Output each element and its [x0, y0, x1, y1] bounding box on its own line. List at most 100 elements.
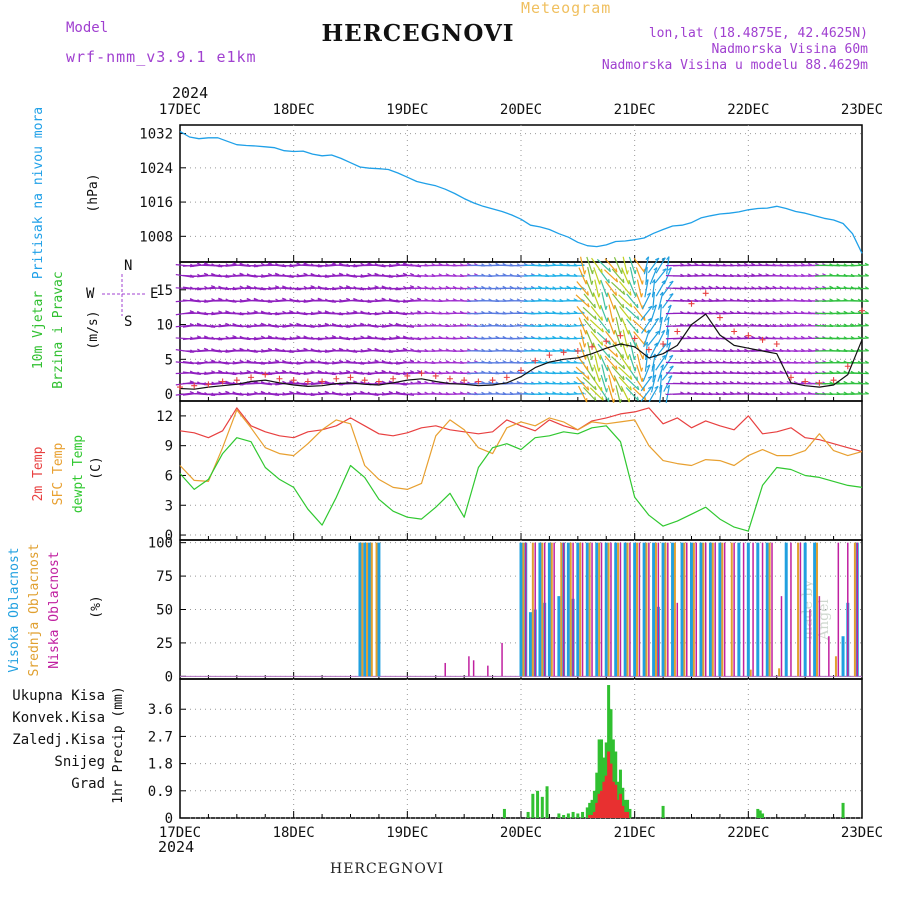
low-cloud-bar [733, 542, 735, 677]
high-cloud-bar [642, 542, 646, 677]
cloud-y-tick-label: 0 [165, 669, 173, 685]
wind-arrow-head [246, 297, 251, 301]
wind-gust-marker [589, 343, 596, 350]
wind-arrow [651, 353, 656, 372]
low-cloud-bar [761, 542, 764, 677]
low-cloud-bar [472, 660, 475, 677]
wind-arrow [648, 385, 659, 403]
wind-gust-marker [674, 328, 681, 335]
convective-precip-bar [626, 811, 630, 818]
total-precip-bar [562, 814, 566, 818]
wind-arrow-head [666, 316, 670, 321]
wind-arrow [659, 304, 662, 323]
wind-arrow [583, 293, 596, 309]
wind-arrow-head [857, 391, 862, 395]
wind-arrow-head [850, 391, 855, 395]
wind-arrow-head [310, 285, 315, 288]
low-cloud-bar [629, 542, 631, 677]
wind-arrow [659, 385, 663, 404]
wind-arrow [636, 353, 643, 372]
wind-arrow-head [619, 398, 622, 403]
wind-arrow-head [573, 380, 578, 384]
wind-gust-marker [660, 341, 667, 348]
low-cloud-bar [771, 542, 773, 677]
low-cloud-bar [534, 542, 536, 677]
wind-arrow-head [641, 280, 644, 285]
wind-arrow-head [637, 385, 640, 391]
wind-arrow [622, 256, 628, 275]
wind-arrow-head [584, 355, 587, 360]
wind-arrow-head [807, 262, 813, 266]
wind-arrow-head [662, 268, 667, 271]
wind-arrow-head [636, 396, 640, 401]
wind-arrow-head [669, 293, 674, 296]
low-cloud-bar [686, 542, 688, 677]
mid-cloud-bar [816, 542, 819, 677]
model-label: Model [66, 20, 109, 36]
temperature-y-tick-label: 3 [165, 498, 173, 514]
total-precip-bar [600, 739, 604, 818]
pressure-y-tick-label: 1008 [139, 229, 173, 245]
wind-arrow-head [196, 262, 202, 266]
wind-arrow-head [282, 369, 287, 373]
wind-arrow-head [189, 323, 194, 326]
wind-arrow-head [633, 355, 636, 360]
convective-precip-bar [602, 781, 606, 818]
wind-gust-marker [773, 341, 780, 348]
high-cloud-bar [680, 542, 684, 677]
wind-arrow-head [253, 391, 258, 394]
wind-arrow-head [864, 381, 869, 385]
convective-precip-bar [609, 763, 613, 818]
wind-arrow-head [601, 316, 603, 321]
wind-arrow-head [388, 322, 393, 326]
mid-cloud-bar [579, 542, 582, 677]
precip-y-tick-label: 3.6 [148, 702, 173, 718]
wind-arrow [578, 317, 587, 335]
wind-arrow-head [253, 310, 258, 313]
wind-arrow [652, 291, 656, 310]
wind-arrow-head [282, 380, 287, 384]
total-precip-bar [758, 810, 762, 818]
wind-dir-w-label: W [86, 286, 95, 302]
wind-arrow-head [606, 317, 609, 322]
wind-arrow-head [864, 335, 869, 339]
wind-arrow-head [736, 391, 742, 395]
wind-arrow-head [203, 347, 209, 351]
wind-arrow [593, 364, 601, 382]
wind-gust-marker [716, 314, 723, 321]
mid-cloud-bar [361, 542, 364, 677]
wind-gust-marker [390, 375, 397, 382]
low-cloud-bar [638, 542, 641, 677]
wind-arrow-head [594, 396, 597, 401]
wind-arrow-head [612, 388, 615, 393]
bottom-x-tick-label: 20DEC [500, 825, 542, 841]
wind-gust-marker [177, 384, 183, 391]
wind-arrow [648, 318, 660, 334]
wind-arrow [643, 256, 650, 275]
wind-arrow [579, 256, 586, 275]
wind-arrow-head [274, 359, 280, 363]
low-cloud-bar [648, 542, 650, 677]
wind-arrow-head [736, 323, 742, 327]
wind-arrow-head [864, 360, 869, 364]
wind-arrow [566, 393, 585, 396]
total-precip-bar [502, 808, 506, 818]
top-x-tick-label: 17DEC [159, 102, 201, 118]
wind-arrow-head [239, 347, 244, 351]
wind-arrow-head [654, 342, 659, 346]
low-cloud-bar [704, 542, 707, 677]
wind-arrow-head [573, 370, 578, 374]
mid-cloud-bar [522, 542, 525, 677]
low-cloud-bar [524, 542, 527, 677]
wind-arrow [614, 304, 622, 323]
mid-cloud-bar [607, 542, 610, 677]
wind-arrow [618, 294, 633, 308]
bottom-x-tick-label: 22DEC [727, 825, 769, 841]
total-precip-bar [540, 796, 544, 818]
wind-gust-marker [759, 336, 766, 343]
wind-arrow-head [864, 286, 869, 290]
precip-y-tick-label: 1.8 [148, 757, 173, 773]
total-precip-bar [595, 772, 599, 818]
temperature-y-tick-label: 12 [156, 409, 173, 425]
wind-gust-marker [432, 372, 439, 379]
